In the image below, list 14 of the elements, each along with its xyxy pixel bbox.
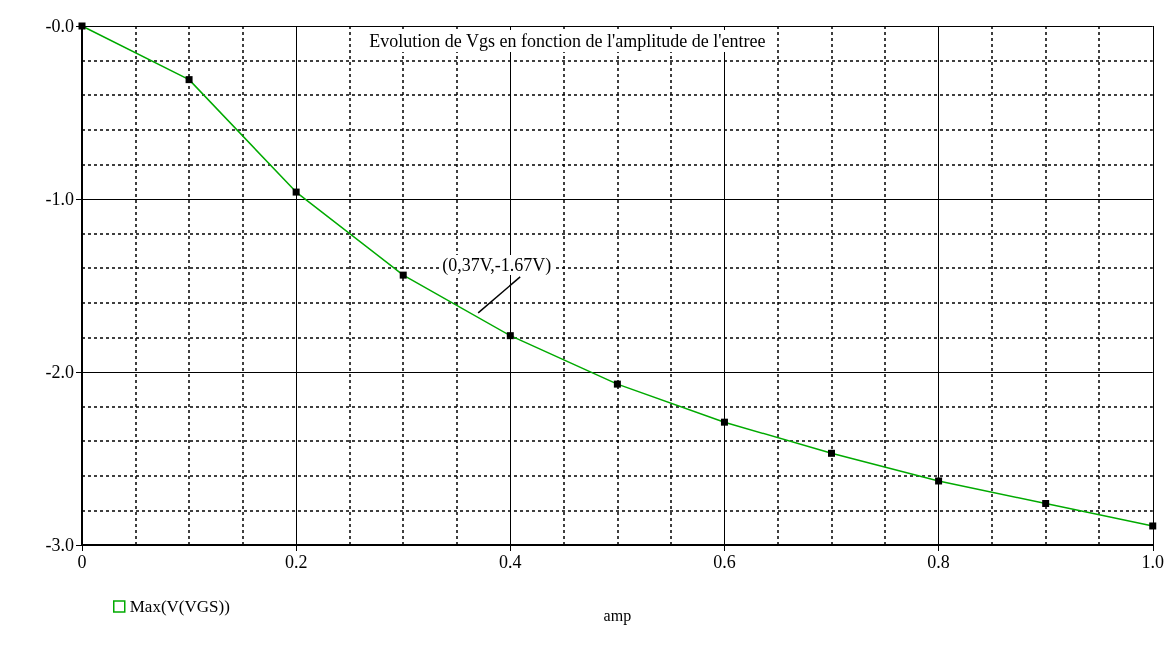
y-tick-label: -3.0	[45, 535, 74, 555]
x-tick-label: 1.0	[1141, 552, 1164, 572]
legend-label: Max(V(VGS))	[129, 597, 230, 616]
y-tick-label: -1.0	[45, 189, 74, 209]
x-tick-label: 0	[77, 552, 87, 572]
chart-title: Evolution de Vgs en fonction de l'amplitude de l'entree	[369, 31, 766, 51]
y-tick-label: -2.0	[45, 362, 74, 382]
x-tick-label: 0.6	[713, 552, 736, 572]
y-tick-label: -0.0	[45, 16, 74, 36]
x-tick-label: 0.4	[499, 552, 522, 572]
x-axis-title: amp	[603, 606, 632, 625]
annotation: (0,37V,-1.67V)	[442, 254, 552, 276]
x-tick-label: 0.8	[927, 552, 950, 572]
x-tick-label: 0.2	[284, 552, 308, 572]
